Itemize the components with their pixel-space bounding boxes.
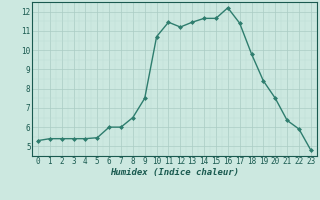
X-axis label: Humidex (Indice chaleur): Humidex (Indice chaleur) [110, 168, 239, 177]
